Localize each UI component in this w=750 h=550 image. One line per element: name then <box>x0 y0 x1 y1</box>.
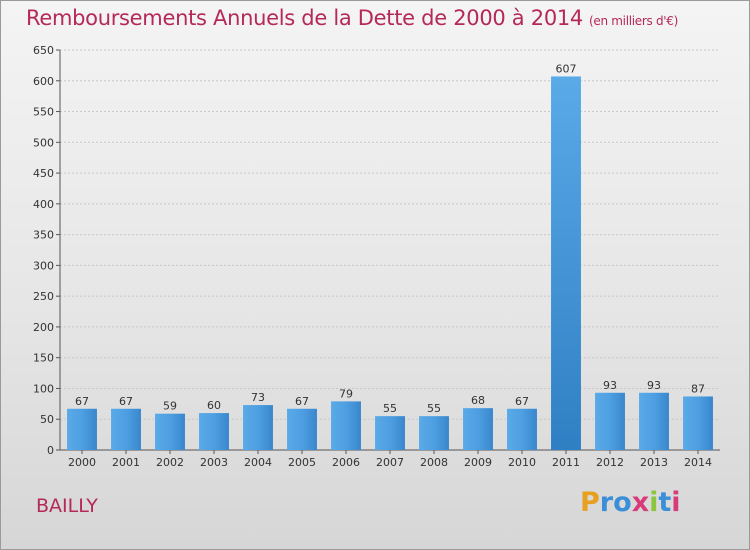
bar <box>551 76 581 450</box>
y-tick-label: 600 <box>33 75 54 88</box>
bar <box>199 413 229 450</box>
y-tick-label: 450 <box>33 167 54 180</box>
x-tick-label: 2002 <box>156 456 184 469</box>
data-label: 67 <box>75 395 89 408</box>
logo-letter: i <box>649 487 659 518</box>
bar <box>67 408 97 450</box>
proxiti-logo: Proxiti <box>580 487 681 518</box>
x-tick-label: 2008 <box>420 456 448 469</box>
y-tick-label: 0 <box>47 444 54 457</box>
chart-title: Remboursements Annuels de la Dette de 20… <box>26 6 678 30</box>
y-tick-label: 150 <box>33 352 54 365</box>
x-tick-label: 2012 <box>596 456 624 469</box>
logo-letter: o <box>613 487 632 518</box>
commune-name: BAILLY <box>36 495 98 517</box>
data-label: 67 <box>119 395 133 408</box>
x-tick-label: 2013 <box>640 456 668 469</box>
data-label: 67 <box>515 395 529 408</box>
data-label: 67 <box>295 395 309 408</box>
logo-letter: x <box>631 487 650 518</box>
x-tick-label: 2007 <box>376 456 404 469</box>
bar <box>595 392 625 450</box>
y-tick-label: 50 <box>40 413 54 426</box>
y-tick-label: 350 <box>33 229 54 242</box>
x-tick-label: 2014 <box>684 456 712 469</box>
bars <box>67 76 713 450</box>
data-label: 93 <box>603 379 617 392</box>
bar <box>287 408 317 450</box>
grid-lines <box>60 49 720 451</box>
x-tick-label: 2011 <box>552 456 580 469</box>
x-tick-label: 2003 <box>200 456 228 469</box>
chart-title-text: Remboursements Annuels de la Dette de 20… <box>26 6 583 30</box>
x-tick-label: 2004 <box>244 456 272 469</box>
data-label: 60 <box>207 399 221 412</box>
labels: 67 2000 67 2001 59 2002 60 2003 73 2004 67 2005 79 20… <box>68 62 712 469</box>
bar <box>111 408 141 450</box>
data-label: 55 <box>427 402 441 415</box>
y-tick-label: 200 <box>33 321 54 334</box>
data-label: 93 <box>647 379 661 392</box>
x-tick-label: 2001 <box>112 456 140 469</box>
logo-letter: i <box>671 487 681 518</box>
y-tick-label: 400 <box>33 198 54 211</box>
data-label: 87 <box>691 382 705 395</box>
bar <box>375 416 405 450</box>
data-label: 59 <box>163 400 177 413</box>
bar <box>155 413 185 450</box>
x-tick-label: 2005 <box>288 456 316 469</box>
logo-letter: P <box>580 487 600 518</box>
logo-letter: t <box>658 487 672 518</box>
y-tick-label: 650 <box>33 44 54 57</box>
data-label: 55 <box>383 402 397 415</box>
y-tick-label: 100 <box>33 382 54 395</box>
y-tick-label: 250 <box>33 290 54 303</box>
bar <box>419 416 449 450</box>
y-tick-label: 500 <box>33 136 54 149</box>
bar <box>639 392 669 450</box>
logo-letter: r <box>599 487 614 518</box>
bar <box>507 408 537 450</box>
x-tick-label: 2000 <box>68 456 96 469</box>
bar <box>463 408 493 450</box>
chart-subtitle: (en milliers d'€) <box>589 14 679 28</box>
data-label: 73 <box>251 391 265 404</box>
x-tick-label: 2010 <box>508 456 536 469</box>
y-tick-label: 550 <box>33 106 54 119</box>
data-label: 79 <box>339 387 353 400</box>
y-tick-label: 300 <box>33 259 54 272</box>
x-tick-label: 2009 <box>464 456 492 469</box>
bar <box>331 401 361 450</box>
x-tick-label: 2006 <box>332 456 360 469</box>
data-label: 68 <box>471 394 485 407</box>
bar <box>243 405 273 450</box>
bar <box>683 396 713 450</box>
data-label: 607 <box>556 62 577 75</box>
